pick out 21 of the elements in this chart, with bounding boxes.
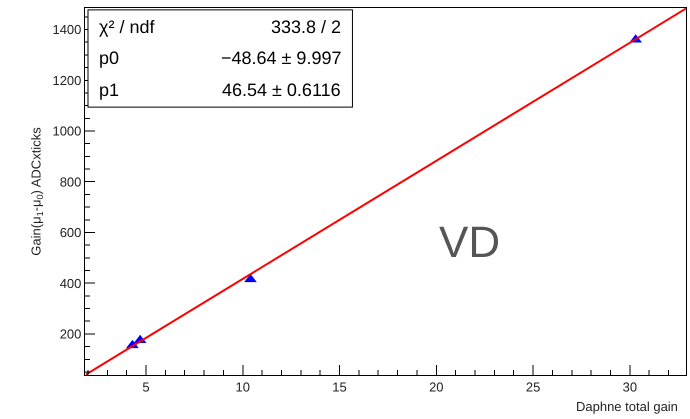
x-tick-label: 10	[236, 380, 250, 395]
y-tick-label: 400	[60, 276, 82, 291]
y-tick-label: 800	[60, 174, 82, 190]
annotation: 46.54 ± 0.6116	[222, 80, 341, 100]
x-tick-label: 20	[429, 380, 444, 395]
x-tick-label: 25	[526, 380, 540, 395]
y-tick-label: 200	[60, 326, 82, 342]
x-tick-label: 15	[332, 380, 347, 395]
x-tick-label: 5	[142, 380, 150, 395]
annotation: χ² / ndf	[99, 17, 156, 37]
annotation: VD	[439, 218, 500, 267]
annotation: 333.8 / 2	[271, 17, 342, 37]
annotation: p1	[99, 80, 120, 100]
y-tick-label: 600	[60, 225, 82, 240]
annotation: −48.64 ± 9.997	[221, 48, 342, 68]
x-tick-label: 30	[622, 380, 638, 395]
annotation: p0	[99, 48, 120, 68]
y-tick-label: 1400	[52, 22, 82, 38]
y-tick-label: 1000	[52, 124, 82, 139]
y-tick-label: 1200	[52, 72, 82, 88]
x-axis-title: Daphne total gain	[576, 399, 678, 414]
